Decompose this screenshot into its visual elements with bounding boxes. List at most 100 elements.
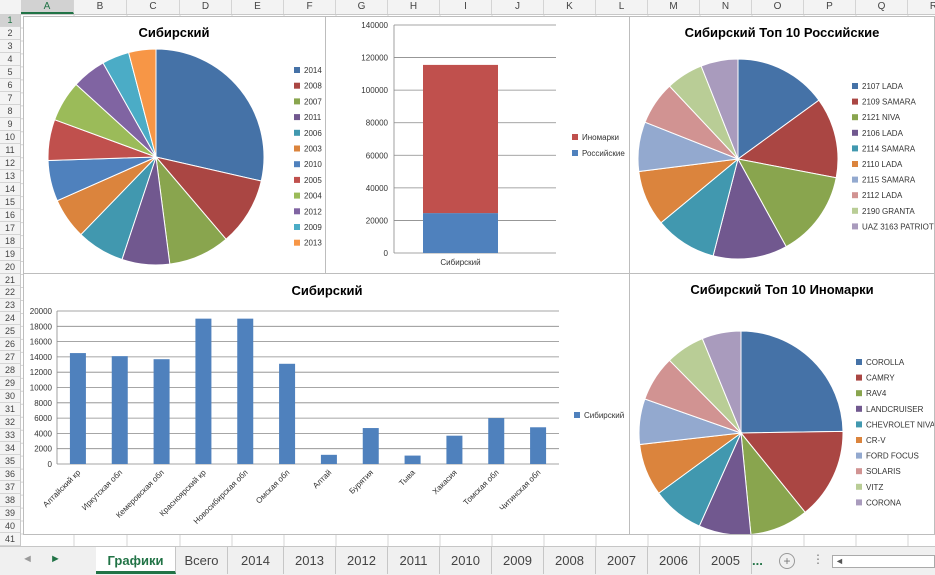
row-header-13[interactable]: 13 (0, 170, 20, 183)
column-header-e[interactable]: E (232, 0, 284, 14)
tab-options-icon[interactable]: ⋮ (812, 552, 824, 566)
chart-sib-top10-russian[interactable]: Сибирский Топ 10 Российские 2107 LADA 2109… (629, 16, 935, 274)
horizontal-scrollbar[interactable]: ◄ (832, 555, 935, 568)
bar[interactable] (446, 435, 463, 464)
bar-segment[interactable] (423, 64, 498, 214)
column-header-k[interactable]: K (544, 0, 596, 14)
pie-slice[interactable] (712, 157, 787, 260)
row-header-15[interactable]: 15 (0, 196, 20, 209)
row-header-10[interactable]: 10 (0, 131, 20, 144)
sheet-tab[interactable]: 2013 (284, 547, 336, 574)
sheet-tab[interactable]: 2006 (648, 547, 700, 574)
row-header-5[interactable]: 5 (0, 66, 20, 79)
row-header-25[interactable]: 25 (0, 325, 20, 339)
row-header-8[interactable]: 8 (0, 105, 20, 118)
column-header-a[interactable]: A (21, 0, 74, 14)
sheet-tab[interactable]: 2012 (336, 547, 388, 574)
row-header-36[interactable]: 36 (0, 468, 20, 482)
bar[interactable] (320, 454, 337, 464)
row-header-33[interactable]: 33 (0, 429, 20, 443)
row-header-35[interactable]: 35 (0, 455, 20, 469)
row-header-3[interactable]: 3 (0, 40, 20, 53)
column-header-q[interactable]: Q (856, 0, 908, 14)
sheet-tab[interactable]: Всего (176, 547, 228, 574)
bar[interactable] (237, 318, 254, 464)
row-header-39[interactable]: 39 (0, 507, 20, 521)
column-header-i[interactable]: I (440, 0, 492, 14)
pie-slice[interactable] (127, 48, 157, 158)
pie-slice[interactable] (701, 330, 742, 434)
column-header-r[interactable]: R (908, 0, 935, 14)
row-header-38[interactable]: 38 (0, 494, 20, 508)
row-header-12[interactable]: 12 (0, 157, 20, 170)
bar[interactable] (279, 363, 296, 464)
row-header-9[interactable]: 9 (0, 118, 20, 131)
pie-slice[interactable] (740, 431, 806, 534)
column-header-j[interactable]: J (492, 0, 544, 14)
prev-sheet-icon[interactable]: ◄ (22, 553, 33, 565)
row-header-27[interactable]: 27 (0, 351, 20, 365)
row-header-16[interactable]: 16 (0, 209, 20, 222)
chart-sib-stacked-bar[interactable]: 0 20000 40000 60000 80000 100000 120000 140000 С… (325, 16, 630, 274)
pie-slice[interactable] (737, 58, 820, 160)
worksheet-grid[interactable]: Сибирский 2014 2008 2007 2011 2006 2003 2010 200… (21, 15, 935, 546)
column-header-o[interactable]: O (752, 0, 804, 14)
row-header-32[interactable]: 32 (0, 416, 20, 430)
row-header-6[interactable]: 6 (0, 79, 20, 92)
column-header-m[interactable]: M (648, 0, 700, 14)
sheet-tab[interactable]: 2005 (700, 547, 752, 574)
column-header-h[interactable]: H (388, 0, 440, 14)
pie-slice[interactable] (736, 99, 839, 179)
bar[interactable] (404, 455, 421, 464)
row-header-1[interactable]: 1 (0, 14, 20, 27)
row-header-41[interactable]: 41 (0, 533, 20, 546)
bar[interactable] (488, 418, 505, 464)
bar[interactable] (111, 356, 128, 464)
bar[interactable] (153, 359, 170, 464)
column-header-p[interactable]: P (804, 0, 856, 14)
scroll-left-icon[interactable]: ◄ (835, 556, 844, 566)
column-header-c[interactable]: C (127, 0, 180, 14)
bar-segment[interactable] (423, 213, 498, 253)
sheet-tab[interactable]: 2008 (544, 547, 596, 574)
row-header-19[interactable]: 19 (0, 248, 20, 261)
row-header-24[interactable]: 24 (0, 312, 20, 326)
row-header-11[interactable]: 11 (0, 144, 20, 157)
row-header-17[interactable]: 17 (0, 222, 20, 235)
chart-sib-pie-years[interactable]: Сибирский 2014 2008 2007 2011 2006 2003 2010 200… (23, 16, 327, 274)
add-sheet-button[interactable]: + (779, 553, 795, 569)
row-header-40[interactable]: 40 (0, 520, 20, 534)
chart-sib-top10-foreign[interactable]: Сибирский Топ 10 Иномарки COROLLA CAMRY RAV… (629, 273, 935, 535)
row-header-31[interactable]: 31 (0, 403, 20, 417)
pie-slice[interactable] (739, 430, 844, 514)
row-header-28[interactable]: 28 (0, 364, 20, 378)
column-header-d[interactable]: D (180, 0, 232, 14)
bar[interactable] (362, 428, 379, 464)
pie-slice[interactable] (737, 158, 837, 248)
next-sheet-icon[interactable]: ► (50, 553, 61, 565)
sheet-tab[interactable]: Графики (96, 547, 176, 574)
chart-sib-regions-bar[interactable]: Сибирский 0 2000 4000 6000 8000 10000 12000 1400… (23, 273, 630, 535)
bar[interactable] (69, 353, 86, 464)
row-header-23[interactable]: 23 (0, 299, 20, 313)
row-header-34[interactable]: 34 (0, 442, 20, 456)
sheet-tab[interactable]: 2009 (492, 547, 544, 574)
row-header-37[interactable]: 37 (0, 481, 20, 495)
sheet-tab[interactable]: 2007 (596, 547, 648, 574)
column-header-b[interactable]: B (74, 0, 127, 14)
row-header-30[interactable]: 30 (0, 390, 20, 404)
sheet-tab[interactable]: 2011 (388, 547, 440, 574)
row-header-29[interactable]: 29 (0, 377, 20, 391)
row-header-21[interactable]: 21 (0, 274, 20, 287)
sheet-tab[interactable]: 2014 (228, 547, 284, 574)
row-header-26[interactable]: 26 (0, 338, 20, 352)
sheet-tab[interactable]: 2010 (440, 547, 492, 574)
column-header-l[interactable]: L (596, 0, 648, 14)
row-header-4[interactable]: 4 (0, 53, 20, 66)
pie-slice[interactable] (740, 330, 844, 434)
row-header-14[interactable]: 14 (0, 183, 20, 196)
column-header-f[interactable]: F (284, 0, 336, 14)
more-tabs-button[interactable]: ... (752, 553, 763, 568)
row-header-7[interactable]: 7 (0, 92, 20, 105)
bar[interactable] (530, 427, 547, 464)
